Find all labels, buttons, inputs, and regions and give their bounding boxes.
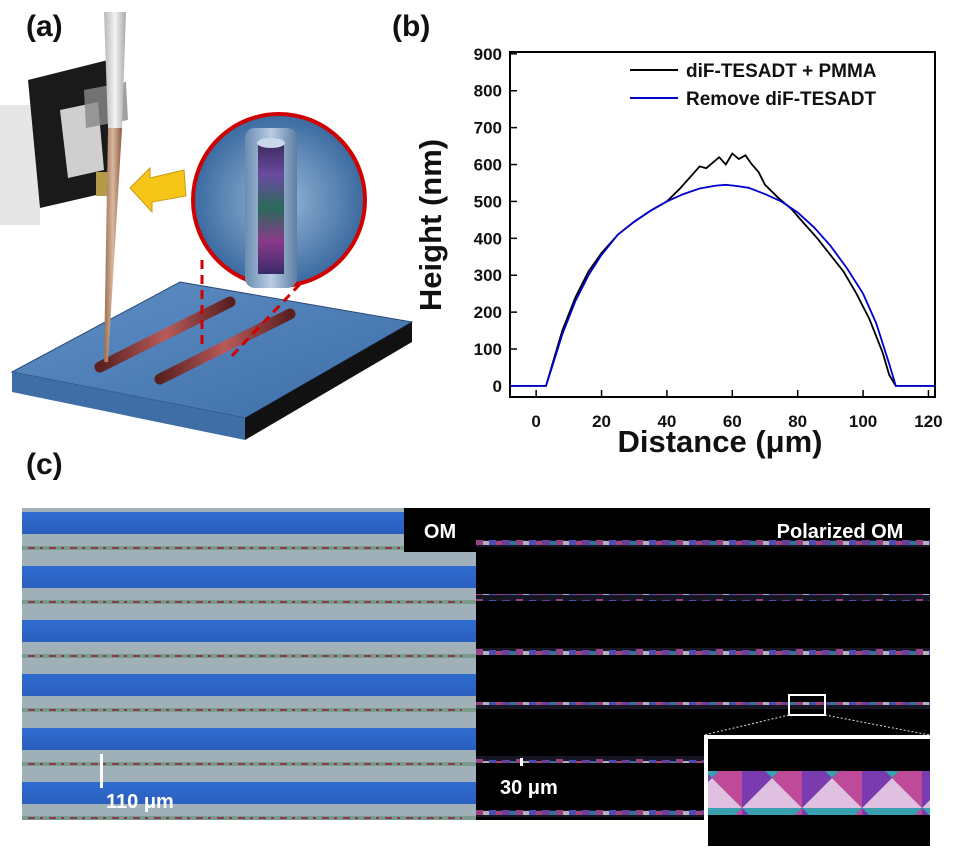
zoom-region-box (788, 694, 826, 716)
panel-c-label: (c) (26, 448, 63, 481)
zoom-inset-crystal (708, 771, 930, 815)
series-layer (510, 152, 935, 387)
x-tick-label: 120 (914, 412, 942, 431)
magnified-view (191, 112, 367, 288)
y-tick-label: 700 (474, 119, 502, 138)
pom-scalebar (520, 758, 523, 766)
panel-b-label: (b) (392, 10, 431, 43)
y-tick-label: 800 (474, 82, 502, 101)
x-tick-label: 60 (723, 412, 742, 431)
y-tick-label: 200 (474, 303, 502, 322)
y-tick-label: 900 (474, 45, 502, 64)
om-label: OM (424, 521, 456, 543)
om-image (22, 508, 476, 820)
legend-label: diF-TESADT + PMMA (686, 61, 877, 82)
micrograph-image: OM Polarized OM 110 μm 30 μm (22, 508, 931, 846)
x-tick-label: 0 (531, 412, 540, 431)
callout-lines (200, 260, 302, 362)
yellow-arrow-icon (129, 166, 187, 214)
x-axis-ticks: 0 20 40 60 80 100 120 (531, 390, 943, 431)
x-tick-label: 20 (592, 412, 611, 431)
y-axis-ticks: 0 100 200 300 400 500 600 700 800 900 (474, 45, 517, 396)
polarized-om-label: Polarized OM (777, 521, 904, 543)
panel-a-schematic (0, 0, 440, 460)
panel-b-chart: 0 20 40 60 80 100 120 0 100 200 300 400 500 600 700 80… (395, 20, 953, 465)
om-scalebar (100, 754, 103, 788)
pom-scalebar-label: 30 μm (500, 777, 558, 799)
panel-c-micrographs: OM Polarized OM 110 μm 30 μm (22, 508, 931, 846)
panel-a-label: (a) (26, 10, 63, 43)
x-tick-label: 40 (657, 412, 676, 431)
y-tick-label: 500 (474, 192, 502, 211)
legend-label: Remove diF-TESADT (686, 89, 876, 110)
x-axis-label: Distance (μm) (617, 424, 822, 459)
series-line-0 (510, 152, 935, 387)
series-line-1 (510, 183, 935, 387)
y-tick-label: 0 (493, 377, 502, 396)
y-tick-label: 400 (474, 229, 502, 248)
x-tick-label: 80 (788, 412, 807, 431)
nozzle (104, 12, 126, 362)
substrate-front (12, 372, 245, 440)
y-tick-label: 300 (474, 266, 502, 285)
om-scalebar-label: 110 μm (106, 791, 174, 813)
y-tick-label: 600 (474, 156, 502, 175)
plot-frame (509, 51, 936, 398)
x-tick-label: 100 (849, 412, 877, 431)
om-label-box (404, 508, 476, 552)
legend: diF-TESADT + PMMA Remove diF-TESADT (630, 61, 877, 110)
height-profile-chart: 0 20 40 60 80 100 120 0 100 200 300 400 500 600 700 80… (413, 45, 943, 459)
printed-lines (94, 296, 296, 385)
substrate-side (245, 322, 412, 440)
schematic-illustration (0, 12, 414, 440)
y-axis-label: Height (nm) (413, 139, 448, 311)
y-tick-label: 100 (474, 340, 502, 359)
